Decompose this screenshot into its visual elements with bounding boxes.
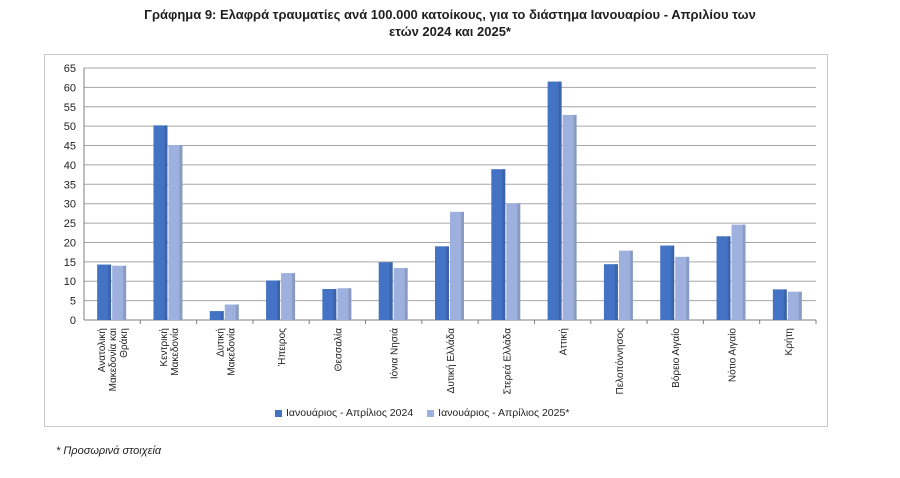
bar-shade (333, 288, 337, 320)
x-category-label: Δυτική Ελλάδα (445, 328, 457, 394)
y-tick-label: 5 (70, 296, 76, 308)
bar-2025 (506, 203, 521, 320)
x-category-label: Ιόνια Νησιά (389, 328, 401, 379)
bar-2024 (716, 236, 731, 320)
legend-item-2024: Ιανουάριος - Απρίλιος 2024 (275, 407, 413, 419)
legend-swatch-2025 (427, 409, 435, 417)
bar-shade (179, 145, 183, 320)
bar-2024 (435, 246, 449, 320)
x-category-label: Νότιο Αιγαίο (727, 328, 739, 382)
y-tick-label: 45 (64, 141, 76, 153)
bar-2024 (97, 264, 112, 320)
bar-shade (783, 289, 787, 320)
bar-2024 (209, 311, 224, 320)
y-tick-label: 0 (70, 315, 76, 327)
chart-title-line-1: Γράφημα 9: Ελαφρά τραυματίες ανά 100.000… (144, 7, 756, 22)
bar-2025 (450, 211, 464, 320)
bar-2025 (168, 145, 183, 320)
y-tick-label: 35 (64, 179, 76, 191)
y-tick-label: 10 (64, 276, 76, 288)
legend: Ιανουάριος - Απρίλιος 2024 Ιανουάριος - … (275, 407, 569, 419)
bar-shade (798, 291, 802, 320)
bar-2025 (675, 256, 690, 320)
bar-shade (235, 304, 239, 320)
legend-item-2025: Ιανουάριος - Απρίλιος 2025* (427, 407, 569, 419)
bar-shade (446, 246, 449, 320)
bar-shade (686, 256, 690, 320)
x-category-label: Δυτική (214, 328, 226, 357)
bar-2024 (322, 288, 337, 320)
bar-2025 (112, 265, 127, 320)
bar-2024 (547, 81, 562, 320)
bar-shade (348, 288, 352, 320)
bar-shade (671, 245, 675, 320)
x-category-label: Μακεδονία (169, 328, 181, 376)
y-tick-label: 25 (64, 218, 76, 230)
bar-shade (108, 264, 112, 320)
bar-shade (573, 114, 577, 320)
x-category-label: Ήπειρος (277, 328, 288, 367)
x-category-label: Πελοπόννησος (614, 328, 626, 395)
y-tick-label: 50 (64, 121, 76, 133)
x-category-label: Μακεδονία και (107, 328, 119, 391)
y-tick-label: 55 (64, 102, 76, 114)
legend-swatch-2024 (275, 409, 282, 417)
bar-2024 (603, 264, 618, 320)
x-category-label: Κρήτη (783, 328, 795, 355)
bar-shade (502, 169, 506, 320)
chart-frame (44, 54, 828, 427)
legend-label-2024: Ιανουάριος - Απρίλιος 2024 (286, 407, 414, 419)
bar-2025 (562, 114, 577, 320)
x-category-label: Μακεδονία (225, 328, 237, 376)
x-category-label: Ανατολική (96, 328, 108, 372)
bar-2024 (491, 169, 506, 320)
bar-shade (277, 280, 281, 320)
legend-label-2025: Ιανουάριος - Απρίλιος 2025* (438, 407, 570, 419)
bar-shade (164, 125, 168, 320)
bar-2025 (281, 273, 296, 320)
x-category-label: Θράκη (118, 328, 130, 358)
bar-2025 (618, 250, 633, 320)
footnote: * Προσωρινά στοιχεία (56, 445, 162, 457)
bar-shade (517, 203, 521, 320)
chart-title: Γράφημα 9: Ελαφρά τραυματίες ανά 100.000… (30, 6, 870, 40)
x-category-label: Στερεά Ελλάδα (501, 328, 513, 395)
bar-2024 (660, 245, 675, 320)
bar-shade (292, 273, 296, 320)
bar-shade (727, 236, 731, 320)
y-tick-label: 15 (64, 257, 76, 269)
bar-shade (558, 81, 562, 320)
y-tick-label: 40 (64, 160, 76, 172)
y-tick-label: 20 (64, 237, 76, 249)
y-tick-label: 65 (64, 63, 76, 75)
bar-shade (220, 311, 224, 320)
x-category-label: Θεσσαλία (332, 328, 344, 372)
bar-2024 (153, 125, 168, 320)
x-category-label: Κεντρική (158, 328, 170, 367)
bar-2024 (772, 289, 787, 320)
bar-shade (404, 268, 408, 320)
bar-2025 (393, 268, 408, 320)
bar-2024 (266, 280, 281, 320)
bar-2025 (224, 304, 239, 320)
bar-shade (461, 211, 464, 320)
bar-shade (389, 262, 393, 320)
bar-shade (629, 250, 633, 320)
chart-title-line-2: ετών 2024 και 2025* (389, 24, 511, 39)
bar-2025 (337, 288, 352, 320)
bar-shade (742, 224, 746, 320)
bar-2025 (731, 224, 746, 320)
y-tick-label: 30 (64, 199, 76, 211)
bar-2025 (787, 291, 802, 320)
y-tick-label: 60 (64, 82, 76, 94)
bar-shade (614, 264, 618, 320)
x-category-label: Αττική (558, 328, 570, 355)
bar-2024 (378, 262, 393, 320)
x-category-label: Βόρειο Αιγαίο (670, 328, 682, 388)
bar-shade (123, 265, 127, 320)
